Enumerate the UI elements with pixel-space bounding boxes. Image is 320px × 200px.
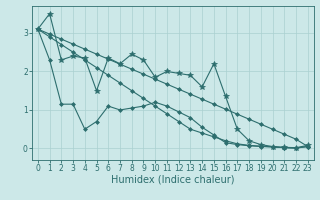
X-axis label: Humidex (Indice chaleur): Humidex (Indice chaleur) (111, 175, 235, 185)
